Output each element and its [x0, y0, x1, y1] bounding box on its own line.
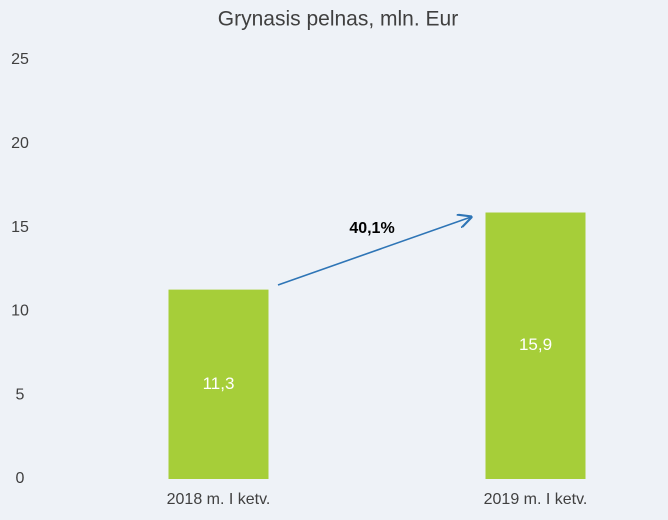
- y-tick-label: 0: [16, 470, 25, 487]
- chart-title: Grynasis pelnas, mln. Eur: [218, 8, 458, 31]
- value-label: 15,9: [519, 335, 552, 354]
- y-tick-label: 20: [11, 135, 29, 152]
- x-tick-label: 2019 m. I ketv.: [484, 491, 588, 508]
- y-tick-label: 10: [11, 303, 29, 320]
- value-label: 11,3: [203, 374, 235, 393]
- y-tick-label: 15: [11, 219, 29, 236]
- growth-arrow: [277, 217, 471, 286]
- bar: [485, 212, 586, 480]
- x-tick-label: 2018 m. I ketv.: [167, 491, 271, 508]
- y-tick-label: 25: [11, 51, 29, 68]
- bar: [168, 289, 269, 479]
- y-tick-label: 5: [16, 386, 25, 403]
- annotation: 40,1%: [349, 220, 394, 237]
